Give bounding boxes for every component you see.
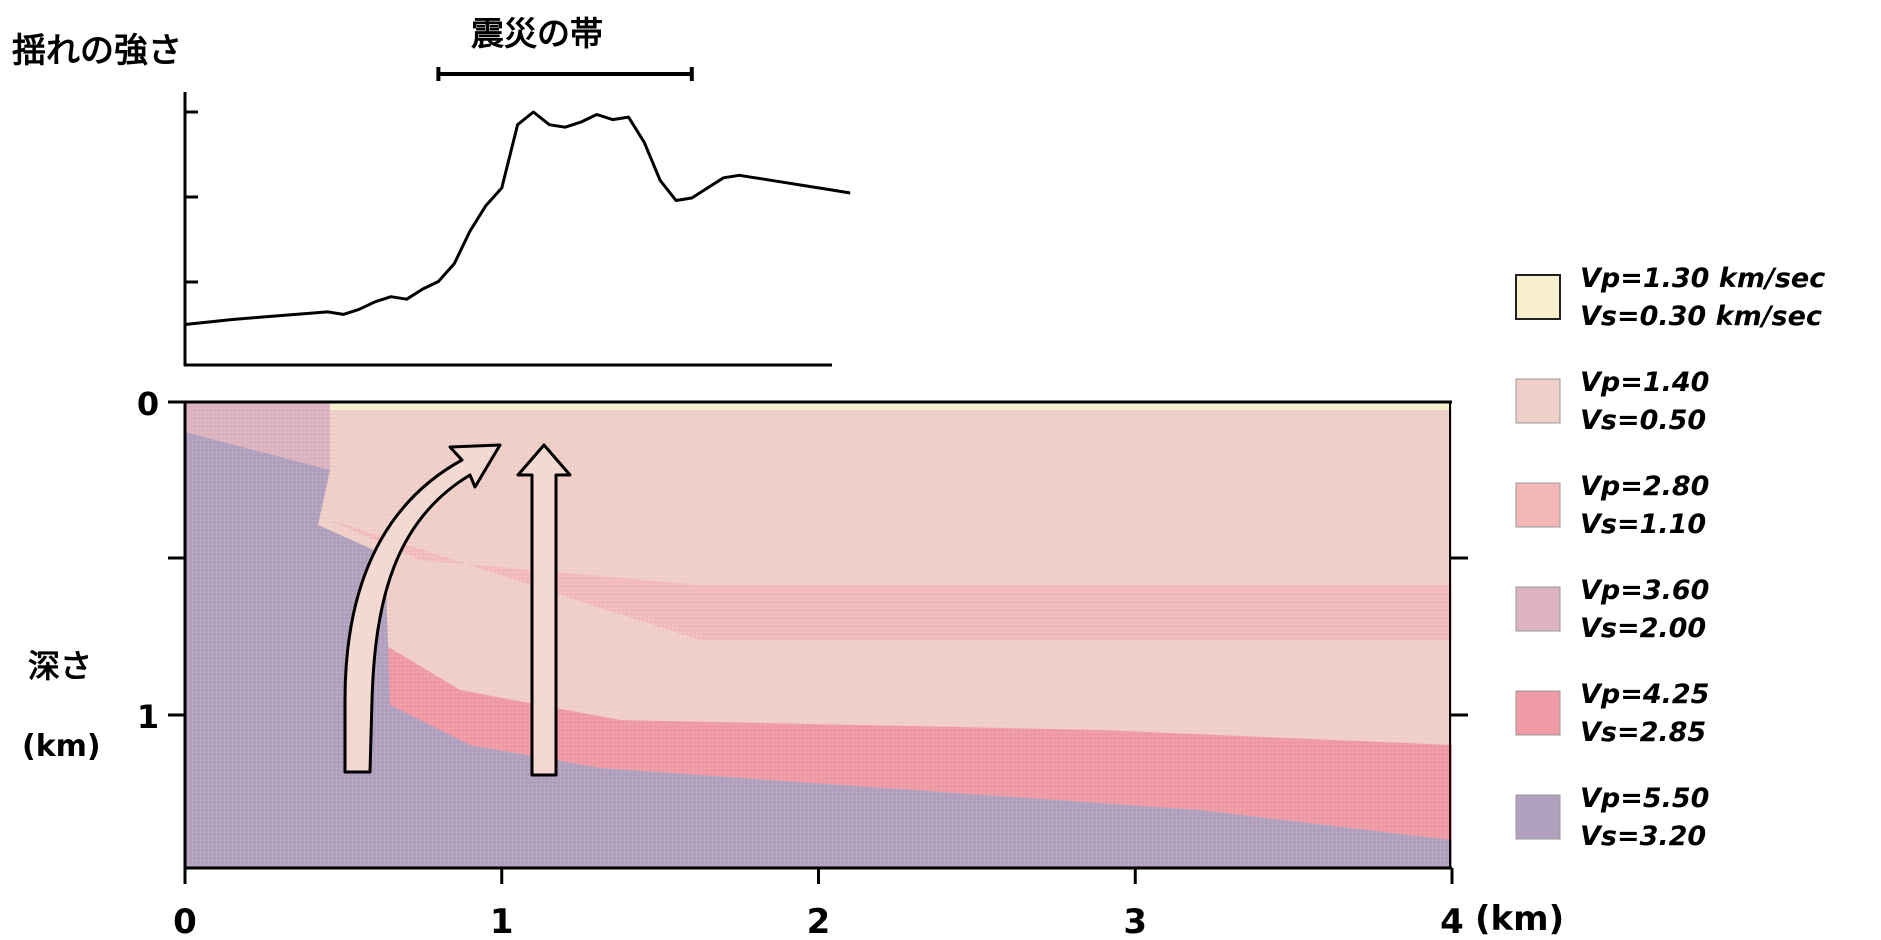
x-unit: (km) [1475,899,1564,939]
legend-swatch [1515,378,1561,424]
x-tick-label-0: 0 [173,902,197,940]
legend-swatch [1515,794,1561,840]
legend-vp: Vp=4.25 [1580,679,1709,710]
legend-swatch [1515,586,1561,632]
shaking-chart [183,92,851,367]
depth-tick-label-1: 1 [137,698,159,736]
curved-wave-arrow [343,443,502,774]
x-tick-label-1: 1 [490,902,514,940]
depth-unit: (km) [22,729,101,764]
x-tick-label-2: 2 [807,902,831,940]
legend-vp: Vp=3.60 [1580,575,1709,606]
damage-band-label: 震災の帯 [471,14,603,53]
legend-vs: Vs=3.20 [1580,821,1706,852]
legend-vs: Vs=0.30 km/sec [1580,301,1822,332]
depth-label: 深さ [28,647,92,685]
damage-band [436,67,694,81]
vertical-wave-arrow [516,443,572,777]
legend-vp: Vp=5.50 [1580,783,1709,814]
x-tick-label-3: 3 [1123,902,1147,940]
legend-vp: Vp=2.80 [1580,471,1709,502]
legend-swatch [1515,274,1561,320]
depth-tick-label-0: 0 [137,385,159,423]
legend-item: Vp=4.25 Vs=2.85 [1515,679,1709,748]
legend-item: Vp=3.60 Vs=2.00 [1515,575,1709,644]
legend-vp: Vp=1.40 [1580,367,1709,398]
cross-section [185,402,1452,867]
legend-swatch [1515,690,1561,736]
legend-vs: Vs=1.10 [1580,509,1706,540]
legend-item: Vp=1.40 Vs=0.50 [1515,367,1709,436]
legend-item: Vp=1.30 km/sec Vs=0.30 km/sec [1515,263,1825,332]
x-tick-label-4: 4 [1440,902,1464,940]
legend-swatch [1515,482,1561,528]
legend-vp: Vp=1.30 km/sec [1580,263,1825,294]
texture-overlay [185,402,1452,867]
legend-item: Vp=5.50 Vs=3.20 [1515,783,1709,852]
legend-vs: Vs=0.50 [1580,405,1706,436]
shaking-series-line [184,110,851,326]
legend-item: Vp=2.80 Vs=1.10 [1515,471,1709,540]
legend-vs: Vs=2.85 [1580,717,1706,748]
legend-vs: Vs=2.00 [1580,613,1706,644]
shaking-title: 揺れの強さ [12,31,182,71]
legend: Vp=1.30 km/sec Vs=0.30 km/sec Vp=1.40 Vs=0.… [1515,263,1825,852]
